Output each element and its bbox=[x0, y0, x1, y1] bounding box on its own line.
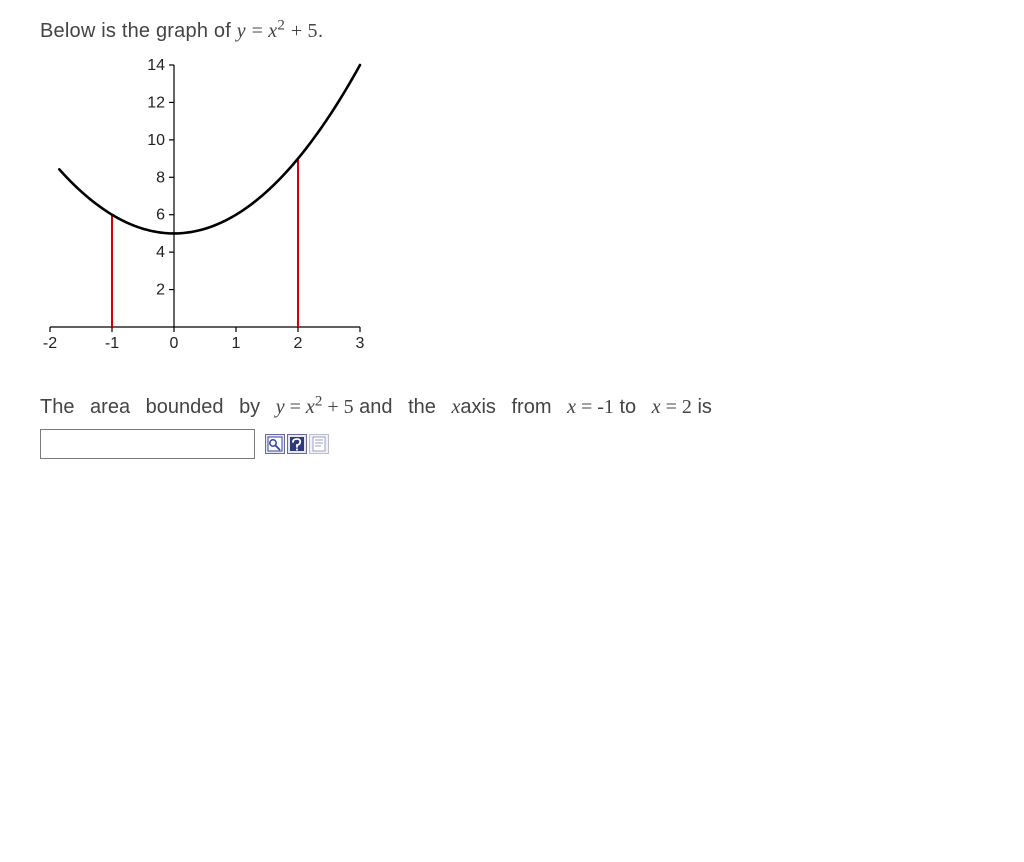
q-eq3: = bbox=[661, 396, 682, 418]
svg-text:10: 10 bbox=[147, 132, 165, 149]
svg-text:2: 2 bbox=[294, 335, 303, 352]
q-axis: axis bbox=[460, 396, 496, 418]
svg-text:-1: -1 bbox=[105, 335, 119, 352]
q-eq2: = bbox=[576, 396, 597, 418]
intro-plus: + 5 bbox=[291, 20, 318, 42]
q-and: and bbox=[359, 396, 392, 418]
help-icon[interactable] bbox=[287, 434, 307, 454]
svg-text:3: 3 bbox=[356, 335, 365, 352]
preview-icon[interactable] bbox=[265, 434, 285, 454]
svg-text:2: 2 bbox=[156, 282, 165, 299]
svg-text:12: 12 bbox=[147, 94, 165, 111]
q-bounded: bounded bbox=[146, 396, 224, 418]
notes-icon[interactable] bbox=[309, 434, 329, 454]
q-v2: 2 bbox=[682, 396, 692, 418]
chart-container: -2-101232468101214 bbox=[40, 55, 984, 361]
q-plus: + 5 bbox=[322, 396, 353, 418]
svg-text:1: 1 bbox=[232, 335, 241, 352]
svg-text:8: 8 bbox=[156, 169, 165, 186]
svg-text:6: 6 bbox=[156, 207, 165, 224]
q-x1: x bbox=[306, 396, 315, 418]
q-x4: x bbox=[652, 396, 661, 418]
question-block: The area bounded by y = x2 + 5 and the x… bbox=[40, 391, 984, 459]
q-the1: The bbox=[40, 396, 74, 418]
q-by: by bbox=[239, 396, 260, 418]
svg-text:0: 0 bbox=[170, 335, 179, 352]
intro-x: x bbox=[268, 20, 277, 42]
svg-text:14: 14 bbox=[147, 57, 165, 74]
q-area: area bbox=[90, 396, 130, 418]
intro-period: . bbox=[318, 20, 324, 42]
parabola-chart: -2-101232468101214 bbox=[40, 55, 370, 355]
q-x3: x bbox=[567, 396, 576, 418]
intro-eq: = bbox=[252, 20, 269, 42]
q-is: is bbox=[697, 396, 711, 418]
q-the2: the bbox=[408, 396, 436, 418]
q-y: y bbox=[276, 396, 285, 418]
answer-toolbar bbox=[265, 434, 329, 454]
answer-input[interactable] bbox=[40, 429, 255, 459]
q-eq1: = bbox=[285, 396, 306, 418]
q-v1: -1 bbox=[597, 396, 614, 418]
svg-text:-2: -2 bbox=[43, 335, 57, 352]
question-text: The area bounded by y = x2 + 5 and the x… bbox=[40, 391, 984, 423]
answer-row bbox=[40, 429, 984, 459]
svg-text:4: 4 bbox=[156, 244, 165, 261]
q-to: to bbox=[619, 396, 636, 418]
intro-exp: 2 bbox=[277, 17, 285, 33]
q-from: from bbox=[512, 396, 552, 418]
intro-y: y bbox=[237, 20, 246, 42]
intro-text: Below is the graph of y = x2 + 5. bbox=[40, 20, 984, 43]
intro-prefix: Below is the graph of bbox=[40, 20, 237, 42]
